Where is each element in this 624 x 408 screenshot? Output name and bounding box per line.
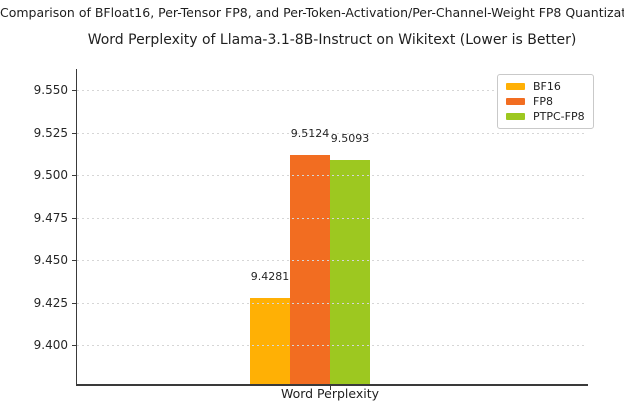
gridline (77, 90, 587, 92)
y-tick-mark (71, 175, 76, 177)
suptitle: Comparison of BFloat16, Per-Tensor FP8, … (0, 5, 624, 20)
bar-value-label: 9.4281 (250, 270, 290, 284)
y-tick-mark (71, 302, 76, 304)
y-tick-label: 9.525 (33, 125, 68, 140)
bar-value-label: 9.5093 (330, 132, 370, 146)
y-axis-spine (75, 69, 77, 384)
legend-swatch (506, 113, 525, 120)
legend-item-bf16: BF16 (506, 80, 585, 93)
gridline (77, 260, 587, 262)
bar-ptpc-fp8 (330, 160, 370, 384)
gridline (77, 175, 587, 177)
gridline (77, 302, 587, 304)
bar-bf16 (250, 298, 290, 384)
y-tick-mark (71, 132, 76, 134)
legend-label: PTPC-FP8 (533, 110, 585, 123)
y-tick-mark (71, 345, 76, 347)
gridline (77, 132, 587, 134)
y-tick-label: 9.450 (33, 253, 68, 268)
legend-swatch (506, 83, 525, 90)
legend: BF16 FP8 PTPC-FP8 (497, 74, 594, 129)
legend-label: BF16 (533, 80, 561, 93)
gridline (77, 345, 587, 347)
x-axis-spine (75, 384, 588, 386)
y-tick-label: 9.425 (33, 295, 68, 310)
legend-swatch (506, 98, 525, 105)
bar-value-label: 9.5124 (290, 126, 330, 140)
y-tick-label: 9.475 (33, 210, 68, 225)
y-tick-mark (71, 260, 76, 262)
gridline (77, 217, 587, 219)
chart-title: Word Perplexity of Llama-3.1-8B-Instruct… (87, 32, 577, 48)
y-tick-label: 9.500 (33, 168, 68, 183)
legend-item-fp8: FP8 (506, 95, 585, 108)
x-tick-mark (330, 386, 331, 390)
legend-label: FP8 (533, 95, 553, 108)
y-tick-label: 9.550 (33, 83, 68, 98)
y-tick-mark (71, 217, 76, 219)
x-tick-label: Word Perplexity (280, 386, 380, 401)
legend-item-ptpc-fp8: PTPC-FP8 (506, 110, 585, 123)
y-tick-label: 9.400 (33, 338, 68, 353)
y-tick-mark (71, 90, 76, 92)
